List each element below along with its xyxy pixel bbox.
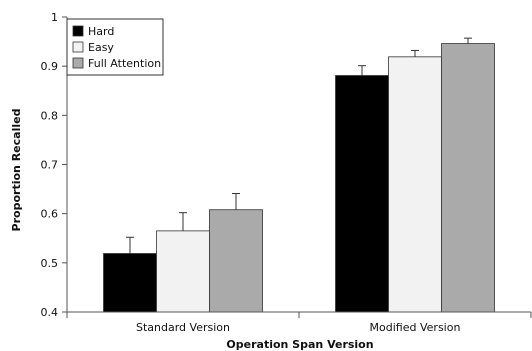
x-axis-ticks: Standard Version Modified Version: [66, 312, 532, 334]
y-tick-label: 0.7: [41, 159, 59, 172]
legend-label: Full Attention: [88, 57, 161, 70]
bar: [209, 209, 263, 313]
legend-swatch: [72, 41, 84, 53]
bar: [335, 75, 389, 313]
x-axis-label: Operation Span Version: [226, 338, 373, 351]
legend-label: Easy: [88, 41, 114, 54]
bar: [441, 43, 495, 313]
y-tick-label: 0.6: [41, 208, 59, 221]
bars: [103, 43, 495, 313]
y-axis-label: Proportion Recalled: [10, 109, 23, 232]
legend-label: Hard: [88, 25, 114, 38]
bar: [103, 253, 157, 313]
y-tick-label: 0.9: [41, 60, 59, 73]
legend-swatch: [72, 57, 84, 69]
error-bars: [126, 37, 472, 254]
y-tick-label: 0.8: [41, 109, 59, 122]
x-tick-label: Modified Version: [370, 321, 461, 334]
y-tick-label: 0.5: [41, 257, 59, 270]
bar: [156, 230, 210, 313]
bar: [388, 56, 442, 313]
legend-swatch: [72, 25, 84, 37]
y-axis-ticks: 0.4 0.5 0.6 0.7 0.8 0.9 1: [41, 11, 67, 319]
legend: Hard Easy Full Attention: [66, 18, 164, 76]
x-tick-label: Standard Version: [136, 321, 230, 334]
y-tick-label: 1: [51, 11, 58, 24]
y-tick-label: 0.4: [41, 306, 59, 319]
